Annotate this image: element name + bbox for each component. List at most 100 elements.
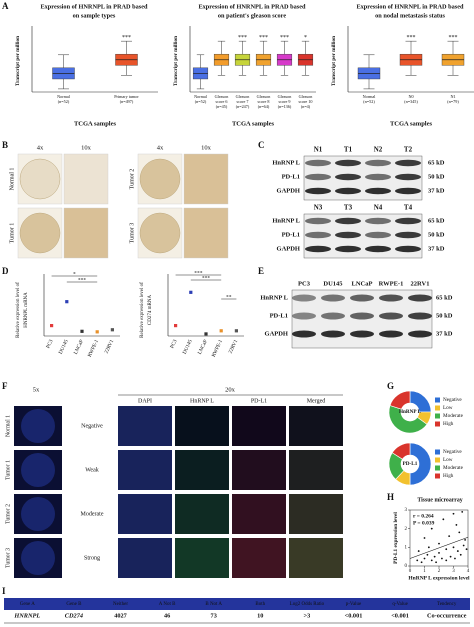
- lane-label: 22RV1: [411, 280, 430, 287]
- if-signal: [175, 494, 229, 534]
- legend-swatch: [435, 465, 440, 471]
- if-image: [118, 406, 172, 446]
- if-core: [21, 409, 55, 443]
- if-signal: [232, 406, 286, 446]
- if-core: [21, 453, 55, 487]
- row-label: GAPDH: [277, 245, 300, 252]
- y-label: Relative expression level of: [16, 282, 21, 338]
- legend-swatch: [435, 457, 440, 463]
- significance: ***: [202, 275, 211, 281]
- y-tick-label: 1: [405, 545, 408, 550]
- point: [219, 329, 223, 333]
- lane-label: T2: [404, 146, 413, 154]
- x-tick-label: (n=136): [278, 104, 292, 109]
- x-tick-label: 22RV1: [104, 338, 116, 354]
- significance: *: [304, 35, 307, 41]
- channel-label: HnRNP L: [190, 398, 214, 404]
- point: [204, 332, 208, 336]
- point: [438, 542, 440, 545]
- x-tick-label: 2: [438, 569, 441, 574]
- point: [448, 535, 451, 538]
- plot-title: Expression of HNRNPL in PRAD based: [198, 3, 306, 10]
- ihc-core: [139, 158, 181, 200]
- plot-title: Expression of HNRNPL in PRAD based: [40, 3, 148, 10]
- sample-label: Normal 1: [5, 415, 11, 437]
- legend-label: Negative: [443, 449, 462, 455]
- x-tick-label: DU145: [58, 338, 70, 355]
- x-label: TCGA samples: [74, 120, 117, 127]
- legend-swatch: [435, 413, 440, 419]
- table-cell: >3: [304, 612, 311, 619]
- band: [365, 173, 391, 181]
- plot-title: Tissue microarray: [417, 497, 462, 503]
- point: [110, 328, 114, 332]
- if-signal: [232, 494, 286, 534]
- point: [433, 555, 436, 558]
- sample-label: Tumor 2: [129, 169, 135, 190]
- band: [292, 294, 316, 302]
- point: [423, 557, 426, 560]
- magnification: 10x: [201, 144, 212, 151]
- x-tick-label: N1: [450, 94, 455, 99]
- point: [452, 546, 455, 549]
- size-label: 65 kD: [436, 294, 453, 301]
- band: [395, 231, 421, 239]
- band: [365, 245, 391, 253]
- if-image: [289, 494, 343, 534]
- x-tick-label: LNCaP: [197, 339, 209, 356]
- row-label: PD-L1: [282, 173, 300, 180]
- legend-label: Low: [443, 405, 453, 411]
- table-header: Neither: [113, 602, 128, 607]
- x-tick-label: 3: [452, 569, 455, 574]
- y-label: Relative expression level of: [140, 282, 145, 338]
- magnification: 10x: [81, 144, 92, 151]
- lane-label: DU145: [323, 280, 343, 287]
- x-tick-label: Normal: [363, 94, 377, 99]
- size-label: 65 kD: [428, 159, 445, 166]
- band: [321, 312, 345, 320]
- sample-label: Tumor 2: [5, 504, 11, 524]
- x-tick-label: score 10: [298, 99, 312, 104]
- plot-title: Expression of HNRNPL in PRAD based: [356, 3, 464, 10]
- x-tick-label: PC3: [45, 338, 54, 349]
- y-label: Transcript per million: [173, 36, 179, 86]
- point: [464, 538, 466, 541]
- ihc-core: [139, 212, 181, 254]
- x-tick-label: (n=64): [258, 104, 270, 109]
- band: [365, 231, 391, 239]
- if-image: [175, 494, 229, 534]
- if-signal: [289, 406, 343, 446]
- band: [395, 217, 421, 225]
- size-label: 50 kD: [428, 173, 445, 180]
- x-tick-label: 4: [467, 569, 470, 574]
- table-header: q-Value: [392, 602, 408, 607]
- legend-swatch: [435, 421, 440, 427]
- panel-letter: I: [2, 586, 6, 596]
- row-label: PD-L1: [270, 312, 288, 319]
- legend-label: Moderate: [443, 465, 464, 471]
- ihc-zoom: [63, 153, 109, 205]
- row-label: HnRNP L: [260, 294, 288, 301]
- row-label: GAPDH: [277, 187, 300, 194]
- magnification: 4x: [37, 144, 44, 151]
- x-tick-label: N0: [408, 94, 413, 99]
- significance: ***: [194, 270, 203, 276]
- y-tick-label: 0: [405, 564, 408, 569]
- band: [305, 173, 331, 181]
- point: [430, 559, 433, 562]
- point: [80, 329, 84, 333]
- x-tick-label: 22RV1: [228, 338, 240, 354]
- band: [395, 159, 421, 167]
- plot-title: on patient's gleason score: [218, 12, 286, 19]
- table-cell: 46: [164, 612, 170, 619]
- panel-letter: C: [258, 140, 265, 150]
- table-header: A Not B: [159, 602, 176, 607]
- band: [365, 159, 391, 167]
- x-tick-label: Gleason: [236, 94, 251, 99]
- point: [189, 290, 193, 294]
- lane-label: N2: [374, 146, 383, 154]
- table-header: Log2 Odds Ratio: [290, 602, 325, 607]
- size-label: 37 kD: [428, 187, 445, 194]
- x-tick-label: LNCaP: [73, 339, 85, 356]
